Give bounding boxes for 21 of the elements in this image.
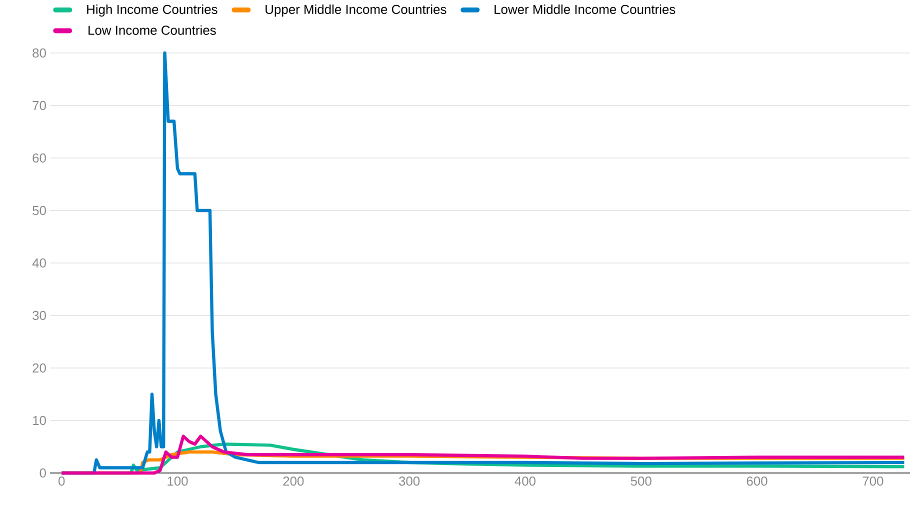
x-tick-label: 400 bbox=[514, 476, 536, 486]
legend-label: Upper Middle Income Countries bbox=[266, 4, 446, 17]
x-tick-label: 700 bbox=[862, 476, 884, 486]
x-tick-label: 200 bbox=[283, 476, 304, 486]
y-tick-label: 80 bbox=[32, 48, 46, 58]
legend-label: Lower Middle Income Countries bbox=[494, 4, 676, 14]
y-tick-label: 70 bbox=[32, 100, 46, 110]
y-tick-label: 50 bbox=[32, 206, 46, 216]
y-tick-label: 0 bbox=[40, 468, 46, 478]
y-tick-label: 40 bbox=[32, 258, 46, 268]
x-tick-label: 100 bbox=[168, 476, 188, 486]
x-tick-label: 300 bbox=[399, 476, 420, 486]
x-tick-label: 0 bbox=[58, 476, 65, 486]
y-tick-label: 60 bbox=[32, 153, 46, 163]
y-tick-label: 30 bbox=[32, 310, 46, 320]
x-tick-label: 500 bbox=[630, 476, 652, 486]
legend-label: Low Income Countries bbox=[88, 25, 216, 35]
legend-label: High Income Countries bbox=[87, 4, 218, 17]
y-tick-label: 20 bbox=[32, 363, 46, 373]
x-tick-label: 600 bbox=[746, 476, 768, 486]
y-tick-label: 10 bbox=[33, 416, 46, 426]
